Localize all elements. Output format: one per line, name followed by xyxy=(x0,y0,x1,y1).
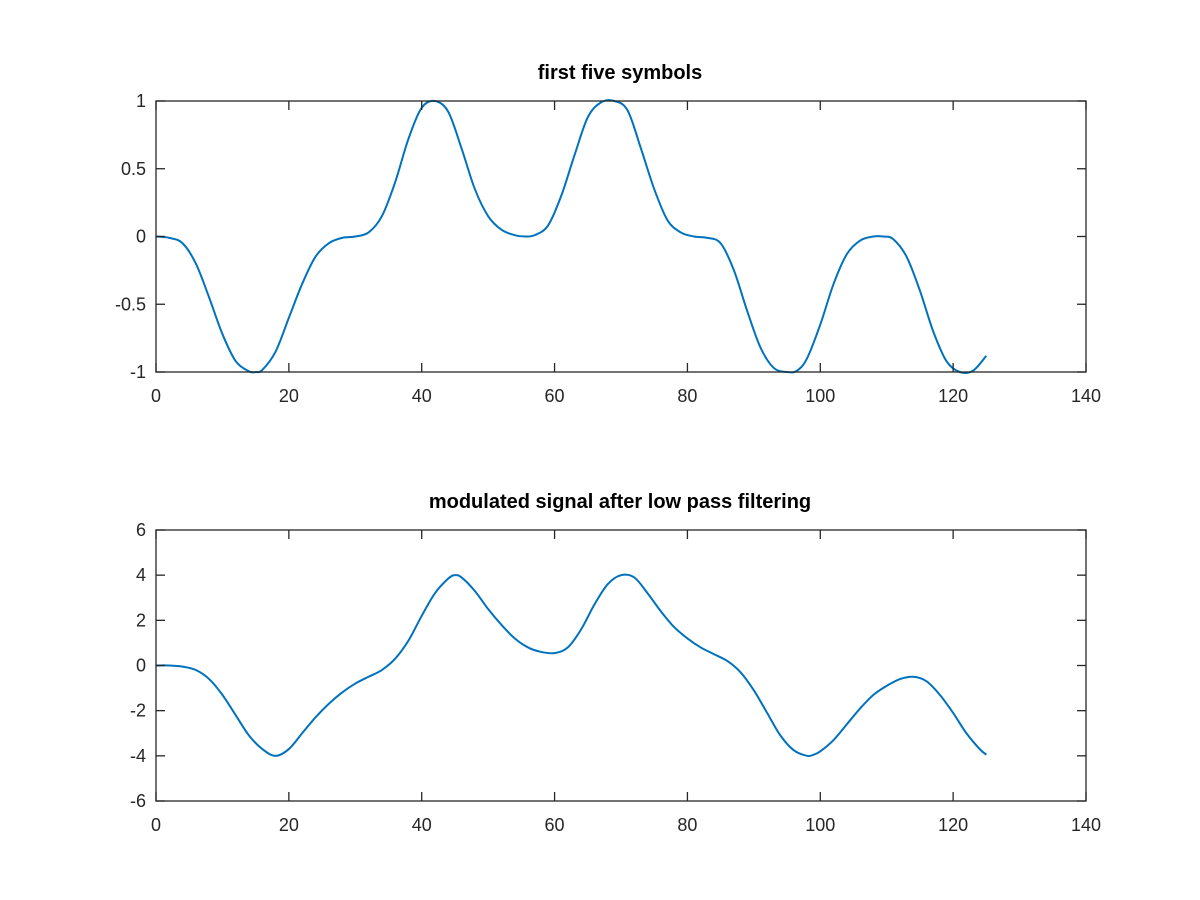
y-tick-label: 0 xyxy=(136,656,146,676)
series-layer xyxy=(155,573,988,758)
x-tick-label: 100 xyxy=(805,815,835,835)
x-tick-label: 120 xyxy=(938,386,968,406)
ticks-layer: 0 20 40 60 80 100 120 140 -1 -0.5 0 0.5 1 xyxy=(115,91,1101,406)
y-tick-label: 1 xyxy=(136,91,146,111)
y-tick-label: -4 xyxy=(130,746,146,766)
x-tick-label: 40 xyxy=(412,815,432,835)
x-tick-label: 140 xyxy=(1071,815,1101,835)
x-tick-label: 120 xyxy=(938,815,968,835)
chart-title: first five symbols xyxy=(538,62,703,84)
y-tick-label: 2 xyxy=(136,610,146,630)
x-tick-label: 60 xyxy=(545,815,565,835)
y-tick-label: -6 xyxy=(130,791,146,811)
x-tick-label: 0 xyxy=(151,386,161,406)
x-tick-label: 0 xyxy=(151,815,161,835)
series-layer xyxy=(155,99,988,374)
ticks-layer: 0 20 40 60 80 100 120 140 -6 -4 -2 0 2 4 6 xyxy=(130,520,1101,835)
y-tick-label: -0.5 xyxy=(115,294,146,314)
chart-title: modulated signal after low pass filterin… xyxy=(429,491,811,513)
x-tick-label: 140 xyxy=(1071,386,1101,406)
y-tick-label: -2 xyxy=(130,701,146,721)
axes-box xyxy=(155,529,1087,802)
y-tick-label: 4 xyxy=(136,565,146,585)
y-tick-label: 0 xyxy=(136,227,146,247)
series-line xyxy=(155,99,988,374)
series-line xyxy=(155,573,988,758)
x-tick-label: 60 xyxy=(545,386,565,406)
y-tick-label: -1 xyxy=(130,362,146,382)
x-tick-label: 100 xyxy=(805,386,835,406)
y-tick-label: 6 xyxy=(136,520,146,540)
y-tick-label: 0.5 xyxy=(121,159,146,179)
axes-box xyxy=(155,100,1087,373)
axes-top: first five symbols 0 20 40 60 80 100 120 140 -1 -… xyxy=(115,62,1101,406)
x-tick-label: 40 xyxy=(412,386,432,406)
x-tick-label: 80 xyxy=(677,815,697,835)
x-tick-label: 20 xyxy=(279,815,299,835)
axes-bottom: modulated signal after low pass filterin… xyxy=(130,491,1101,835)
x-tick-label: 20 xyxy=(279,386,299,406)
x-tick-label: 80 xyxy=(677,386,697,406)
